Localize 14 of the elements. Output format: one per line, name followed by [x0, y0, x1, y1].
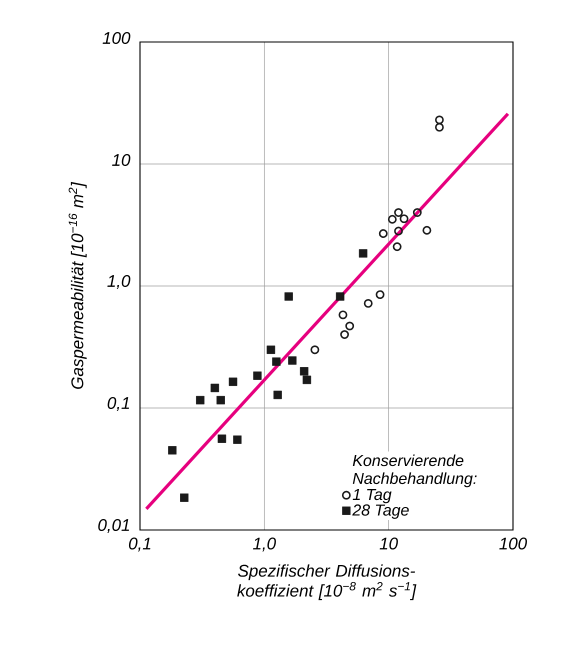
legend-title: Konservierende Nachbehandlung: — [352, 454, 477, 488]
y-tick-label: 1,0 — [107, 275, 130, 289]
y-axis-title: Gaspermeabilität [10$^{−16}$ m$^{2}$] — [68, 182, 87, 389]
y-tick-label: 10 — [112, 154, 130, 166]
x-tick-label: 1,0 — [252, 538, 276, 552]
y-tick-label: 100 — [102, 32, 130, 44]
x-tick-label: 100 — [499, 538, 527, 550]
x-tick-label: 10 — [380, 538, 398, 550]
x-axis-title: Spezifischer Diffusions-koeffizient [10$^{−8}$ m$^{2}$ s$^{−1}$] — [237, 564, 416, 600]
x-tick-label: 0,1 — [128, 538, 150, 552]
y-tick-label: 0,1 — [108, 397, 130, 411]
legend-label: 1 Tag — [352, 488, 392, 504]
legend-label: 28 Tage — [352, 504, 409, 519]
y-tick-label: 0,01 — [98, 519, 130, 534]
